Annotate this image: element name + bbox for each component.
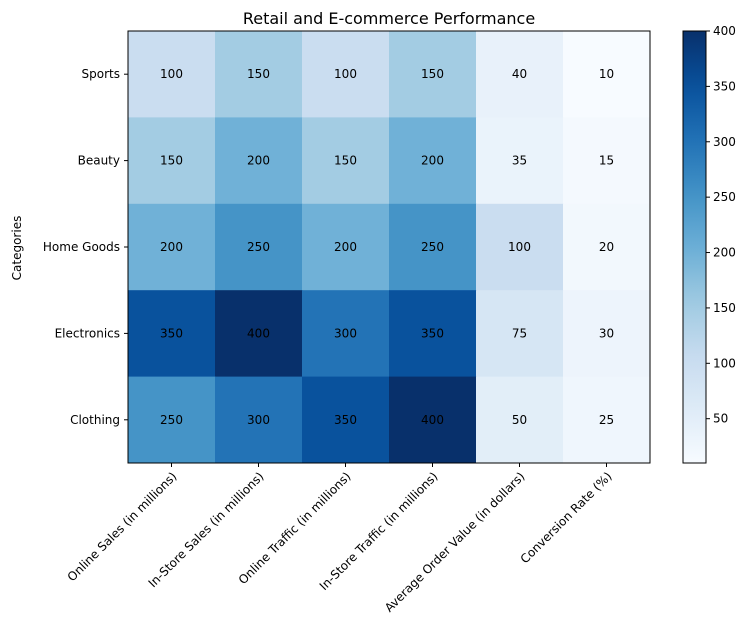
y-tick-label: Sports <box>82 67 120 81</box>
cell-value-label: 100 <box>334 67 357 81</box>
heatmap-cell <box>476 117 564 205</box>
heatmap-cell <box>476 203 564 291</box>
cell-value-label: 300 <box>247 413 270 427</box>
cell-value-label: 20 <box>599 240 614 254</box>
heatmap-cell <box>563 290 651 378</box>
cell-value-label: 150 <box>247 67 270 81</box>
cell-value-label: 300 <box>334 326 357 340</box>
heatmap-cells: 100 150 100 150 40 10 150 200 150 200 35 15 200 250 20… <box>128 31 651 464</box>
cell-value-label: 350 <box>334 413 357 427</box>
heatmap-cell <box>563 203 651 291</box>
heatmap-cell <box>389 31 477 118</box>
heatmap-cell <box>389 290 477 378</box>
x-tick-label: Average Order Value (in dollars) <box>382 469 528 615</box>
cell-value-label: 100 <box>160 67 183 81</box>
y-tick-label: Home Goods <box>43 240 120 254</box>
cell-value-label: 150 <box>334 154 357 168</box>
heatmap-cell <box>389 117 477 205</box>
heatmap-cell <box>302 290 390 378</box>
heatmap-cell <box>215 203 303 291</box>
heatmap-cell <box>128 290 216 378</box>
colorbar-tick-label: 250 <box>713 190 736 204</box>
cell-value-label: 40 <box>512 67 527 81</box>
heatmap-cell <box>563 117 651 205</box>
cell-value-label: 75 <box>512 326 527 340</box>
chart-title: Retail and E-commerce Performance <box>243 9 535 28</box>
y-tick-label: Electronics <box>55 326 120 340</box>
heatmap-cell <box>215 376 303 464</box>
heatmap-cell <box>302 376 390 464</box>
cell-value-label: 250 <box>160 413 183 427</box>
heatmap-cell <box>128 203 216 291</box>
cell-value-label: 150 <box>160 154 183 168</box>
heatmap-cell <box>128 376 216 464</box>
colorbar-tick-label: 50 <box>713 412 728 426</box>
heatmap-cell <box>476 31 564 118</box>
cell-value-label: 200 <box>334 240 357 254</box>
y-axis-label: Categories <box>10 216 24 281</box>
cell-value-label: 100 <box>508 240 531 254</box>
colorbar-gradient <box>682 30 707 464</box>
cell-value-label: 350 <box>421 326 444 340</box>
colorbar-tick-label: 350 <box>713 79 736 93</box>
y-tick-label: Clothing <box>70 413 120 427</box>
cell-value-label: 15 <box>599 154 614 168</box>
heatmap-cell <box>128 31 216 118</box>
cell-value-label: 50 <box>512 413 527 427</box>
heatmap-cell <box>389 203 477 291</box>
heatmap-cell <box>302 117 390 205</box>
colorbar: 50 100 150 200 250 300 350 400 <box>682 24 736 464</box>
cell-value-label: 25 <box>599 413 614 427</box>
colorbar-tick-label: 300 <box>713 135 736 149</box>
x-tick-label: Conversion Rate (%) <box>518 469 615 566</box>
heatmap-cell <box>302 203 390 291</box>
cell-value-label: 250 <box>421 240 444 254</box>
x-axis: Online Sales (in millions)In-Store Sales… <box>65 463 615 615</box>
cell-value-label: 35 <box>512 154 527 168</box>
cell-value-label: 150 <box>421 67 444 81</box>
heatmap-cell <box>215 290 303 378</box>
colorbar-tick-label: 400 <box>713 24 736 38</box>
heatmap-cell <box>476 290 564 378</box>
heatmap-cell <box>389 376 477 464</box>
heatmap-cell <box>302 31 390 118</box>
heatmap-cell <box>215 117 303 205</box>
cell-value-label: 350 <box>160 326 183 340</box>
cell-value-label: 400 <box>421 413 444 427</box>
heatmap-cell <box>128 117 216 205</box>
cell-value-label: 10 <box>599 67 614 81</box>
cell-value-label: 250 <box>247 240 270 254</box>
cell-value-label: 30 <box>599 326 614 340</box>
y-tick-label: Beauty <box>78 154 120 168</box>
colorbar-tick-label: 150 <box>713 301 736 315</box>
cell-value-label: 200 <box>247 154 270 168</box>
colorbar-tick-label: 100 <box>713 356 736 370</box>
cell-value-label: 400 <box>247 326 270 340</box>
colorbar-tick-label: 200 <box>713 246 736 260</box>
heatmap-cell <box>563 31 651 118</box>
heatmap-cell <box>476 376 564 464</box>
heatmap-cell <box>563 376 651 464</box>
cell-value-label: 200 <box>160 240 183 254</box>
y-axis: Sports Beauty Home Goods Electronics Clothin… <box>43 67 128 427</box>
heatmap-cell <box>215 31 303 118</box>
cell-value-label: 200 <box>421 154 444 168</box>
